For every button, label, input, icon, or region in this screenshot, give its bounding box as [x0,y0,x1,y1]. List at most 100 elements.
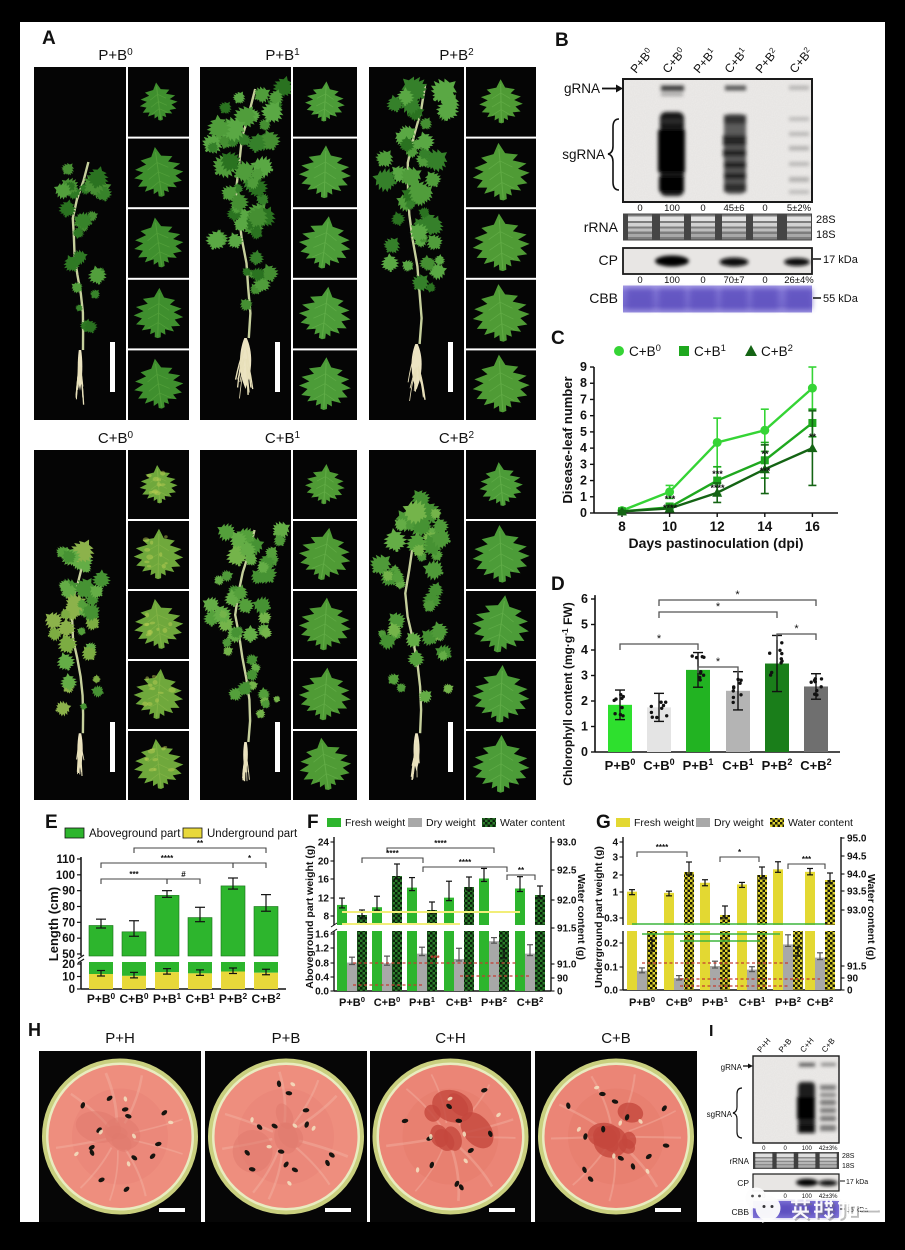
svg-text:Chlorophyll content (mg·g-1 FW: Chlorophyll content (mg·g-1 FW) [560,602,575,786]
svg-text:Underground part: Underground part [207,828,298,840]
svg-text:0: 0 [581,745,588,759]
svg-text:F: F [307,812,319,833]
svg-text:P+B2: P+B2 [775,995,801,1009]
svg-text:P+B1: P+B1 [153,991,182,1006]
svg-text:CP: CP [737,1178,749,1188]
svg-text:0.3: 0.3 [604,914,618,925]
svg-text:P+B1: P+B1 [265,47,300,64]
svg-text:0: 0 [762,203,767,214]
svg-text:rRNA: rRNA [729,1157,749,1166]
svg-text:93.5: 93.5 [847,887,867,898]
svg-text:18S: 18S [816,229,836,241]
svg-text:P+B2: P+B2 [219,991,248,1006]
svg-text:C+B1: C+B1 [722,757,753,773]
svg-text:Underground part weight (g): Underground part weight (g) [593,846,605,988]
svg-text:80: 80 [62,901,75,913]
svg-text:C+B0: C+B0 [660,45,689,76]
svg-text:***: *** [430,954,440,963]
svg-text:G: G [596,812,611,833]
svg-text:CP: CP [599,252,618,268]
svg-text:8: 8 [323,912,329,923]
svg-text:C+H: C+H [435,1030,465,1047]
svg-text:2: 2 [612,871,618,882]
svg-text:****: **** [459,858,472,867]
svg-text:****: **** [710,483,725,493]
svg-text:1.2: 1.2 [315,944,329,955]
svg-text:**: ** [518,866,525,875]
svg-text:4: 4 [580,441,587,455]
svg-text:50: 50 [62,949,75,961]
svg-text:C+B2: C+B2 [761,343,793,359]
svg-text:4: 4 [581,643,588,657]
svg-text:0: 0 [580,506,587,520]
svg-text:2: 2 [580,474,587,488]
svg-text:0: 0 [700,275,705,286]
svg-text:P+B1: P+B1 [691,45,720,75]
svg-text:28S: 28S [816,214,836,226]
svg-text:0.0: 0.0 [604,986,618,997]
svg-text:P+B2: P+B2 [753,45,782,75]
svg-text:70: 70 [62,917,75,929]
svg-text:0: 0 [784,1146,788,1152]
svg-text:0: 0 [557,987,563,998]
svg-text:P+B2: P+B2 [481,995,507,1009]
svg-text:3: 3 [580,457,587,471]
svg-text:100: 100 [802,1194,813,1200]
svg-text:28S: 28S [842,1153,855,1160]
svg-text:12: 12 [710,519,725,534]
svg-text:Dry weight: Dry weight [714,817,764,829]
svg-text:sgRNA: sgRNA [562,147,605,162]
svg-text:0: 0 [762,275,767,286]
svg-text:1.6: 1.6 [315,930,329,941]
svg-text:0: 0 [847,986,853,997]
svg-text:Water content: Water content [788,817,853,829]
svg-text:I: I [709,1023,713,1040]
svg-text:14: 14 [757,519,773,534]
svg-text:0.0: 0.0 [315,987,329,998]
svg-text:Fresh weight: Fresh weight [345,817,405,829]
svg-text:Water content: Water content [500,817,565,829]
svg-text:0.2: 0.2 [604,939,618,950]
svg-text:C+B1: C+B1 [265,430,301,447]
svg-text:3: 3 [612,853,618,864]
svg-text:C+B1: C+B1 [739,995,766,1009]
svg-text:*: * [794,623,799,635]
svg-text:1: 1 [612,888,618,899]
svg-text:C+B0: C+B0 [666,995,693,1009]
svg-text:*: * [738,848,742,857]
svg-text:gRNA: gRNA [721,1063,743,1072]
svg-text:100: 100 [664,275,680,286]
svg-text:55 kDa: 55 kDa [846,1207,868,1214]
svg-text:***: *** [760,466,771,476]
svg-text:10: 10 [662,519,677,534]
svg-text:90: 90 [557,974,569,985]
svg-text:P+H: P+H [755,1036,772,1054]
svg-text:2: 2 [581,694,588,708]
svg-text:C+B1: C+B1 [722,45,751,76]
svg-text:Fresh weight: Fresh weight [634,817,694,829]
svg-text:17 kDa: 17 kDa [846,1179,868,1186]
svg-text:100: 100 [802,1146,813,1152]
svg-text:C+B0: C+B0 [629,343,661,359]
svg-text:**: ** [809,432,817,442]
svg-text:20: 20 [318,857,330,868]
svg-text:Dry weight: Dry weight [426,817,476,829]
svg-text:***: *** [665,494,676,504]
svg-text:18S: 18S [842,1163,855,1170]
svg-text:#: # [181,870,186,879]
svg-text:P+B2: P+B2 [762,757,793,773]
svg-text:C+B1: C+B1 [694,343,726,359]
svg-text:H: H [28,1020,41,1040]
svg-text:C+H: C+H [798,1036,815,1054]
svg-text:5±2%: 5±2% [787,203,812,214]
svg-text:sgRNA: sgRNA [707,1110,733,1119]
svg-text:****: **** [161,854,174,863]
svg-text:93.0: 93.0 [847,906,867,917]
svg-text:0.8: 0.8 [315,959,329,970]
svg-text:CBB: CBB [732,1207,750,1217]
svg-text:C+B0: C+B0 [643,757,674,773]
svg-text:*: * [716,656,721,668]
svg-text:42±3%: 42±3% [819,1194,838,1200]
svg-text:8: 8 [580,376,587,390]
svg-text:92.0: 92.0 [557,896,577,907]
